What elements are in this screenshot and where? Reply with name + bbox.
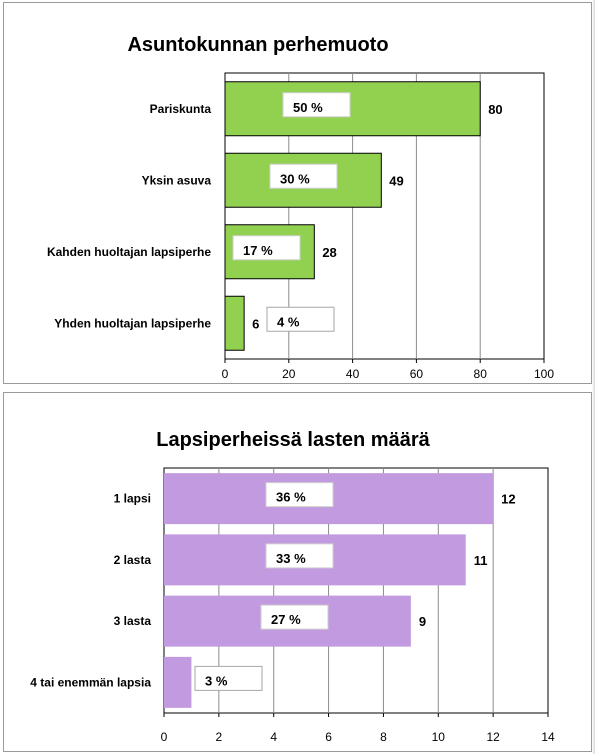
data-label: 11 xyxy=(474,553,488,568)
data-label: 6 xyxy=(252,316,259,331)
category-label: Kahden huoltajan lapsiperhe xyxy=(47,245,211,259)
x-tick-label: 14 xyxy=(541,730,555,744)
category-label: Yksin asuva xyxy=(142,173,212,187)
category-label: 2 lasta xyxy=(114,553,152,567)
percent-label-box xyxy=(265,543,334,569)
percent-label: 50 % xyxy=(293,100,323,115)
percent-label: 27 % xyxy=(271,612,301,627)
percent-label-box xyxy=(282,92,351,118)
chart-children-count: Lapsiperheissä lasten määrä 0 2 4 6 8 10 12 14 1 … xyxy=(3,392,592,752)
percent-label-box xyxy=(194,665,263,691)
percent-label-box xyxy=(232,235,301,261)
x-tick-label: 10 xyxy=(432,730,446,744)
x-tick-label: 80 xyxy=(474,367,488,381)
percent-label: 30 % xyxy=(280,171,310,186)
data-label: 49 xyxy=(389,173,403,188)
percent-label-box xyxy=(269,163,338,189)
percent-label: 33 % xyxy=(276,551,306,566)
chart-title: Lapsiperheissä lasten määrä xyxy=(156,429,430,451)
bar xyxy=(224,295,245,351)
x-tick-label: 20 xyxy=(282,367,296,381)
percent-label: 36 % xyxy=(276,490,306,505)
percent-label: 17 % xyxy=(243,243,273,258)
chart-family-type-svg: Asuntokunnan perhemuoto 0 20 40 60 80 100 Paris… xyxy=(47,34,554,381)
x-tick-label: 60 xyxy=(410,367,424,381)
x-tick-label: 0 xyxy=(161,730,168,744)
x-tick-label: 8 xyxy=(380,730,387,744)
x-tick-label: 6 xyxy=(325,730,332,744)
chart-children-count-svg: Lapsiperheissä lasten määrä 0 2 4 6 8 10 12 14 1 … xyxy=(30,429,555,744)
data-label: 9 xyxy=(419,614,426,629)
category-label: 4 tai enemmän lapsia xyxy=(30,675,151,689)
percent-label: 4 % xyxy=(277,314,300,329)
percent-label-box xyxy=(265,482,334,508)
chart-title: Asuntokunnan perhemuoto xyxy=(127,34,388,56)
bar xyxy=(164,656,192,708)
x-tick-label: 4 xyxy=(270,730,277,744)
chart-family-type: Asuntokunnan perhemuoto 0 20 40 60 80 100 Paris… xyxy=(3,2,592,384)
percent-label-box xyxy=(266,306,335,332)
data-label: 80 xyxy=(488,102,502,117)
data-label: 12 xyxy=(501,492,515,507)
percent-label-box xyxy=(260,604,329,630)
x-tick-label: 2 xyxy=(216,730,223,744)
category-label: 3 lasta xyxy=(114,614,152,628)
bar xyxy=(224,81,481,137)
percent-label: 3 % xyxy=(205,673,228,688)
x-tick-label: 100 xyxy=(534,367,554,381)
category-label: Pariskunta xyxy=(150,102,212,116)
category-label: Yhden huoltajan lapsiperhe xyxy=(54,316,211,330)
x-tick-label: 0 xyxy=(222,367,229,381)
x-tick-label: 12 xyxy=(486,730,500,744)
category-label: 1 lapsi xyxy=(114,492,151,506)
spreadsheet-edge xyxy=(592,0,595,754)
data-label: 28 xyxy=(322,245,336,260)
x-tick-label: 40 xyxy=(346,367,360,381)
